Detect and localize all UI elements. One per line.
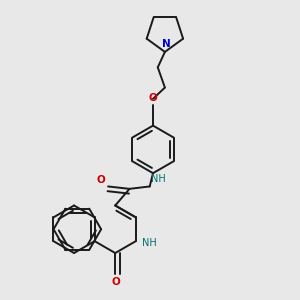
Text: O: O <box>112 277 120 287</box>
Text: O: O <box>96 175 105 185</box>
Text: O: O <box>148 93 158 103</box>
Text: N: N <box>162 39 171 49</box>
Text: NH: NH <box>152 174 166 184</box>
Text: NH: NH <box>142 238 157 248</box>
